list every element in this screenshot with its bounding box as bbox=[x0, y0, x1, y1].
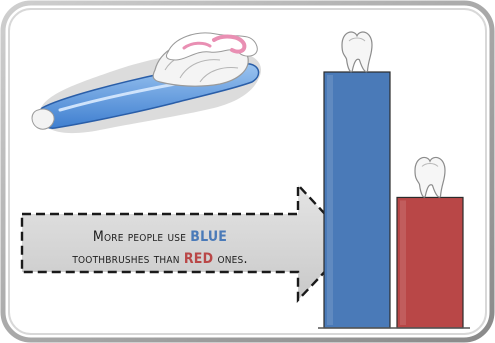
tooth-icon bbox=[414, 156, 446, 198]
frame-inner-border bbox=[8, 8, 487, 335]
bar-red bbox=[396, 196, 464, 329]
tooth-icon bbox=[341, 31, 373, 73]
bar-highlight-blue bbox=[327, 75, 333, 325]
bar-group bbox=[323, 31, 464, 329]
callout-line-1: More people use BLUE bbox=[93, 229, 227, 245]
tooth-shading bbox=[348, 37, 366, 42]
callout-line-1-text: More people use bbox=[93, 229, 190, 245]
bar-highlight-red bbox=[400, 200, 406, 325]
toothbrush-icon bbox=[31, 32, 262, 134]
callout-line-2: toothbrushes than RED ones. bbox=[71, 251, 247, 267]
bar-blue bbox=[323, 71, 391, 329]
callout-line-2-end: ones. bbox=[213, 251, 247, 267]
tooth-shading bbox=[421, 162, 439, 167]
callout-blue-word: BLUE bbox=[190, 229, 227, 245]
callout-red-word: RED bbox=[184, 251, 213, 267]
callout-line-2-text: toothbrushes than bbox=[71, 251, 184, 267]
